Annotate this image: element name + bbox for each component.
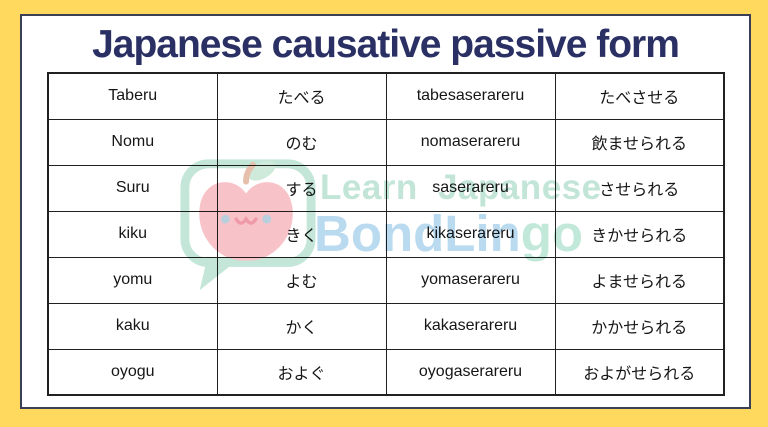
table-cell: kakaserareru bbox=[385, 302, 556, 350]
table-cell: oyogu bbox=[47, 348, 218, 396]
table-row: Taberu たべる tabesaserareru たべさせる bbox=[47, 72, 725, 120]
table-cell: かかせられる bbox=[554, 302, 725, 350]
table-cell: kikaserareru bbox=[385, 210, 556, 258]
table-cell: Suru bbox=[47, 164, 218, 212]
table-cell: Nomu bbox=[47, 118, 218, 166]
table-row: Nomu のむ nomaserareru 飲ませられる bbox=[47, 118, 725, 166]
table-cell: tabesaserareru bbox=[385, 72, 556, 120]
table-cell: 飲ませられる bbox=[554, 118, 725, 166]
table-cell: kaku bbox=[47, 302, 218, 350]
table-cell: きかせられる bbox=[554, 210, 725, 258]
table-cell: させられる bbox=[554, 164, 725, 212]
table-cell: saserareru bbox=[385, 164, 556, 212]
table-row: kiku きく kikaserareru きかせられる bbox=[47, 210, 725, 258]
conjugation-table: Taberu たべる tabesaserareru たべさせる Nomu のむ … bbox=[47, 72, 725, 396]
table-row: Suru する saserareru させられる bbox=[47, 164, 725, 212]
table-cell: およがせられる bbox=[554, 348, 725, 396]
table-cell: たべさせる bbox=[554, 72, 725, 120]
table-cell: きく bbox=[216, 210, 387, 258]
page-title: Japanese causative passive form bbox=[92, 23, 680, 66]
table-cell: たべる bbox=[216, 72, 387, 120]
table-cell: yomaserareru bbox=[385, 256, 556, 304]
table-cell: およぐ bbox=[216, 348, 387, 396]
table-row: kaku かく kakaserareru かかせられる bbox=[47, 302, 725, 350]
table-cell: する bbox=[216, 164, 387, 212]
table-cell: よむ bbox=[216, 256, 387, 304]
table-cell: kiku bbox=[47, 210, 218, 258]
table-row: oyogu およぐ oyogaserareru およがせられる bbox=[47, 348, 725, 396]
table-cell: nomaserareru bbox=[385, 118, 556, 166]
table-cell: oyogaserareru bbox=[385, 348, 556, 396]
table-cell: Taberu bbox=[47, 72, 218, 120]
table-cell: yomu bbox=[47, 256, 218, 304]
table-cell: よませられる bbox=[554, 256, 725, 304]
table-row: yomu よむ yomaserareru よませられる bbox=[47, 256, 725, 304]
content-card: Japanese causative passive form Taberu た… bbox=[20, 14, 751, 409]
table-cell: かく bbox=[216, 302, 387, 350]
table-cell: のむ bbox=[216, 118, 387, 166]
